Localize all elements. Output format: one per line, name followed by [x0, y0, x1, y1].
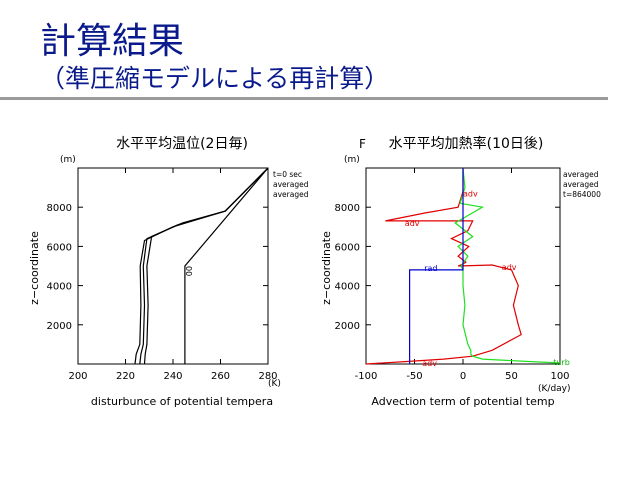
x-tick-label: 260 [211, 371, 230, 382]
chart-left-legend-3: averaged [273, 190, 309, 199]
x-tick-label: -100 [355, 371, 378, 382]
y-tick-label: 2000 [335, 321, 360, 332]
series-label: rad [424, 264, 437, 273]
y-tick-label: 4000 [47, 282, 72, 293]
series-line [139, 167, 269, 365]
series-label: adv [463, 189, 478, 198]
chart-left-annotation: 00 [184, 266, 193, 276]
chart-left-y-unit: (m) [60, 155, 76, 165]
x-tick-label: 50 [505, 371, 518, 382]
y-tick-label: 2000 [47, 321, 72, 332]
chart-right-ylabel: z−coordinate [320, 231, 333, 305]
title-divider [0, 97, 608, 100]
x-tick-label: 220 [116, 371, 135, 382]
chart-left: 水平平均温位(2日毎) (m) z−coordinate disturbunce… [28, 136, 309, 408]
series-line [134, 167, 269, 365]
x-tick-label: 240 [163, 371, 182, 382]
chart-left-x-unit: (K) [268, 379, 281, 389]
series-label: turb [553, 358, 570, 367]
series-line [143, 167, 269, 365]
chart-right: F 水平平均加熱率(10日後) (m) z−coordinate Advecti… [320, 135, 601, 408]
y-tick-label: 8000 [335, 203, 360, 214]
x-tick-label: 0 [460, 371, 466, 382]
page-title: 計算結果 [40, 21, 185, 62]
chart-left-legend-2: averaged [273, 180, 309, 189]
series-line [409, 168, 464, 364]
chart-left-ylabel: z−coordinate [28, 231, 41, 305]
series-line [365, 168, 522, 365]
y-tick-label: 6000 [47, 242, 72, 253]
chart-right-legend-1: averaged [563, 170, 599, 179]
x-tick-label: -50 [406, 371, 422, 382]
x-tick-label: 280 [258, 371, 277, 382]
series-label: adv [502, 263, 517, 272]
series-line [184, 167, 269, 364]
chart-right-title: 水平平均加熱率(10日後) [389, 135, 544, 152]
chart-right-title-prefix: F [359, 137, 366, 151]
chart-right-legend-2: averaged [563, 180, 599, 189]
y-tick-label: 4000 [335, 282, 360, 293]
chart-left-xlabel: disturbunce of potential tempera [91, 395, 273, 408]
series-label: adv [422, 359, 437, 368]
y-tick-label: 6000 [335, 242, 360, 253]
chart-right-x-unit: (K/day) [538, 384, 571, 394]
chart-left-legend-1: t=0 sec [273, 170, 302, 179]
chart-right-legend-3: t=864000 [563, 190, 601, 199]
chart-right-y-unit: (m) [344, 155, 360, 165]
series-line [454, 167, 561, 364]
chart-right-xlabel: Advection term of potential temp [371, 395, 554, 408]
chart-left-title: 水平平均温位(2日毎) [116, 136, 248, 152]
y-tick-label: 8000 [47, 203, 72, 214]
x-tick-label: 100 [550, 371, 569, 382]
page-subtitle: （準圧縮モデルによる再計算） [40, 64, 390, 93]
series-label: adv [405, 219, 420, 228]
x-tick-label: 200 [68, 371, 87, 382]
